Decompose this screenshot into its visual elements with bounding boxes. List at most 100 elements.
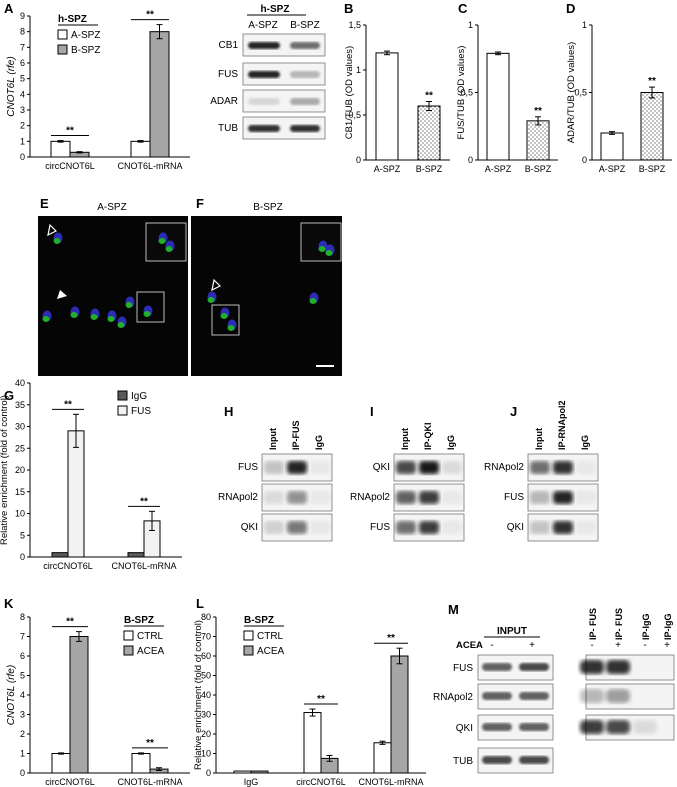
- blot-column-label: IP-RNApol2: [557, 401, 567, 451]
- blot-band: [419, 461, 439, 474]
- blot-column-label: IgG: [580, 435, 590, 450]
- blot-a-title: h-SPZ: [261, 4, 290, 15]
- y-tick-label: 7: [20, 632, 25, 642]
- panel-letter-a: A: [4, 1, 14, 16]
- blot-band: [606, 720, 630, 734]
- blot-a-row-label: TUB: [218, 123, 238, 134]
- bar-circcnot6l-ctrl: [51, 753, 71, 774]
- blot-column-label: Input: [400, 428, 410, 450]
- bar-a-spz: [600, 132, 624, 161]
- panel-letter-l: L: [196, 596, 204, 611]
- cell-green-signal: [53, 238, 61, 244]
- open-arrowhead-icon: [47, 223, 58, 237]
- panel-letter-h: H: [224, 404, 233, 419]
- x-tick-label: B-SPZ: [525, 164, 552, 174]
- y-axis-label: CNOT6L (rfe): [6, 665, 17, 725]
- blot-m-sign: +: [615, 640, 621, 651]
- blot-j: Input IP-RNApol2 IgG RNApol2 FUS QKI: [484, 401, 599, 542]
- panel-letter-f: F: [196, 196, 204, 211]
- y-tick-label: 10: [15, 509, 25, 519]
- cell-green-signal: [227, 325, 235, 331]
- blot-m-sign: +: [529, 640, 535, 651]
- blot-band: [519, 756, 549, 764]
- bar-circcnot6l-a-spz: [50, 140, 71, 158]
- y-tick-label: 8: [20, 27, 25, 37]
- cell-green-signal: [107, 316, 115, 322]
- blot-band: [287, 491, 307, 504]
- legend-swatch-b-spz: [57, 44, 68, 55]
- blot-band: [576, 461, 596, 474]
- blot-a-row-label: FUS: [218, 69, 238, 80]
- y-tick-label: 1: [468, 20, 473, 30]
- micrograph-f: B-SPZ: [191, 202, 342, 376]
- blot-column-label: Input: [534, 428, 544, 450]
- legend-label-acea: ACEA: [137, 646, 165, 657]
- legend-swatch-a-spz: [57, 29, 68, 40]
- y-axis-label: FUS/TUB (OD values): [456, 46, 467, 140]
- blot-band: [606, 660, 630, 674]
- panel-letter-m: M: [448, 602, 459, 617]
- blot-m-sign: -: [490, 640, 493, 651]
- significance-marker: **: [66, 126, 74, 137]
- blot-band: [482, 723, 512, 731]
- blot-i: Input IP-QKI IgG QKI RNApol2 FUS: [350, 422, 465, 542]
- cell-green-signal: [42, 316, 50, 322]
- micrograph-e-roi-box: [136, 291, 165, 323]
- blot-row-label: RNApol2: [350, 492, 390, 503]
- significance-marker: **: [66, 617, 74, 628]
- cell-green-signal: [207, 297, 215, 303]
- significance-marker: **: [146, 738, 154, 749]
- y-tick-label: 20: [201, 729, 211, 739]
- panel-letter-e: E: [40, 196, 49, 211]
- blot-band: [248, 125, 280, 132]
- blot-a-column-label: A-SPZ: [248, 20, 277, 31]
- blot-band: [530, 491, 550, 504]
- y-tick-label: 50: [201, 671, 211, 681]
- y-tick-label: 6: [20, 58, 25, 68]
- blot-column-label: IP-FUS: [291, 420, 301, 450]
- panel-letter-g: G: [4, 388, 14, 403]
- blot-band: [396, 491, 416, 504]
- blot-band: [576, 491, 596, 504]
- cell-green-signal: [318, 246, 326, 252]
- significance-marker: **: [146, 10, 154, 21]
- blot-a-strip: [242, 62, 326, 86]
- blot-band: [290, 98, 320, 105]
- blot-m-row-label: TUB: [453, 756, 473, 767]
- x-tick-label: circCNOT6L: [296, 777, 346, 787]
- panel-letter-d: D: [566, 1, 575, 16]
- x-tick-label: CNOT6L-mRNA: [117, 777, 182, 787]
- bar-cnot6l-mrna-ctrl: [131, 753, 151, 774]
- blot-band: [290, 125, 320, 132]
- blot-band: [310, 491, 330, 504]
- blot-band: [606, 689, 630, 703]
- blot-column-label: IgG: [314, 435, 324, 450]
- legend-title: h-SPZ: [58, 14, 87, 25]
- panel-letter-k: K: [4, 596, 14, 611]
- y-tick-label: 5: [20, 671, 25, 681]
- blot-band: [310, 521, 330, 534]
- y-tick-label: 8: [20, 612, 25, 622]
- cell-green-signal: [158, 238, 166, 244]
- bar-a-spz: [486, 52, 510, 161]
- y-tick-label: 4: [20, 89, 25, 99]
- y-tick-label: 20: [15, 465, 25, 475]
- legend-swatch-acea: [243, 645, 254, 656]
- blot-band: [553, 491, 573, 504]
- legend-label-igg: IgG: [131, 391, 147, 402]
- cell-green-signal: [165, 246, 173, 252]
- micrograph-f-roi-box: [211, 304, 240, 336]
- bar-circcnot6l-fus: [67, 430, 85, 558]
- blot-band: [290, 71, 320, 78]
- chart-a: 0 1 2 3 4 5 6 7 8 9 CNOT6L (rfe) circCNOT6L ** CNOT6L…: [6, 10, 190, 171]
- blot-band: [580, 720, 604, 734]
- legend-label-ctrl: CTRL: [257, 631, 284, 642]
- significance-marker: **: [648, 76, 656, 87]
- panel-letter-j: J: [510, 404, 517, 419]
- bar-circcnot6l-acea: [69, 636, 89, 774]
- blot-m-sign: -: [590, 640, 593, 651]
- blot-h: Input IP-FUS IgG FUS RNApol2 QKI: [218, 420, 333, 542]
- cell-green-signal: [70, 312, 78, 318]
- blot-band: [287, 461, 307, 474]
- bar-circcnot6l-igg: [51, 552, 69, 558]
